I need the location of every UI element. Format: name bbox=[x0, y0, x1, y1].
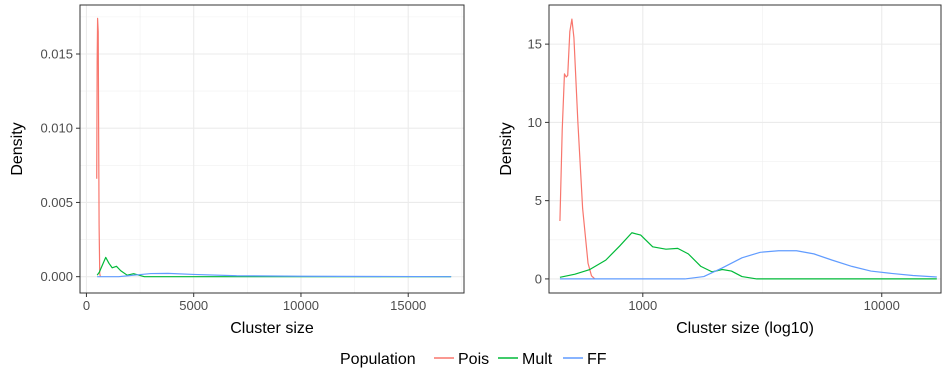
right-series-line-pois bbox=[559, 18, 596, 280]
right-plot-border bbox=[548, 4, 942, 294]
left-gridlines bbox=[80, 5, 464, 293]
right-x-ticks: 1000 10000 bbox=[628, 293, 900, 313]
left-x-tick-label: 15000 bbox=[390, 298, 426, 313]
right-y-tick-label: 10 bbox=[528, 115, 542, 130]
right-x-axis-title: Cluster size (log10) bbox=[676, 320, 814, 337]
left-x-ticks: 0 5000 10000 15000 bbox=[83, 293, 426, 313]
left-plot-background bbox=[80, 5, 464, 293]
right-x-tick-label: 10000 bbox=[864, 298, 900, 313]
right-x-tick-label: 1000 bbox=[628, 298, 657, 313]
right-panel: 1000 10000 0 5 10 15 Cluster size (log10) De… bbox=[498, 4, 942, 337]
left-plot-border bbox=[79, 4, 465, 294]
left-series-line-ff bbox=[97, 272, 452, 278]
right-y-tick-label: 0 bbox=[535, 271, 542, 286]
right-gridlines bbox=[549, 4, 941, 293]
left-y-tick-label: 0.000 bbox=[40, 269, 73, 284]
legend-title: Population bbox=[340, 351, 416, 368]
right-y-ticks: 0 5 10 15 bbox=[528, 37, 549, 286]
left-y-tick-label: 0.005 bbox=[40, 195, 73, 210]
left-y-ticks: 0.000 0.005 0.010 0.015 bbox=[40, 46, 80, 284]
left-x-axis-title: Cluster size bbox=[230, 320, 314, 337]
left-y-axis-title: Density bbox=[9, 122, 26, 175]
legend-label-mult: Mult bbox=[522, 351, 553, 368]
legend: Population Pois Mult FF bbox=[340, 351, 607, 368]
right-y-tick-label: 15 bbox=[528, 37, 542, 52]
left-series-lines bbox=[96, 17, 452, 278]
left-x-tick-label: 10000 bbox=[283, 298, 319, 313]
right-y-tick-label: 5 bbox=[535, 193, 542, 208]
left-panel: 0 5000 10000 15000 0.000 0.005 0.010 0.015 Clu… bbox=[9, 4, 465, 337]
legend-label-ff: FF bbox=[587, 351, 607, 368]
left-y-tick-label: 0.015 bbox=[40, 46, 73, 61]
right-y-axis-title: Density bbox=[498, 122, 515, 175]
left-series-line-pois bbox=[96, 17, 101, 277]
right-plot-background bbox=[549, 5, 941, 293]
right-series-lines bbox=[559, 18, 937, 280]
right-series-line-ff bbox=[559, 250, 937, 280]
left-y-tick-label: 0.010 bbox=[40, 121, 73, 136]
left-x-tick-label: 5000 bbox=[179, 298, 208, 313]
right-series-line-mult bbox=[559, 232, 937, 280]
left-x-tick-label: 0 bbox=[83, 298, 90, 313]
legend-label-pois: Pois bbox=[458, 351, 489, 368]
